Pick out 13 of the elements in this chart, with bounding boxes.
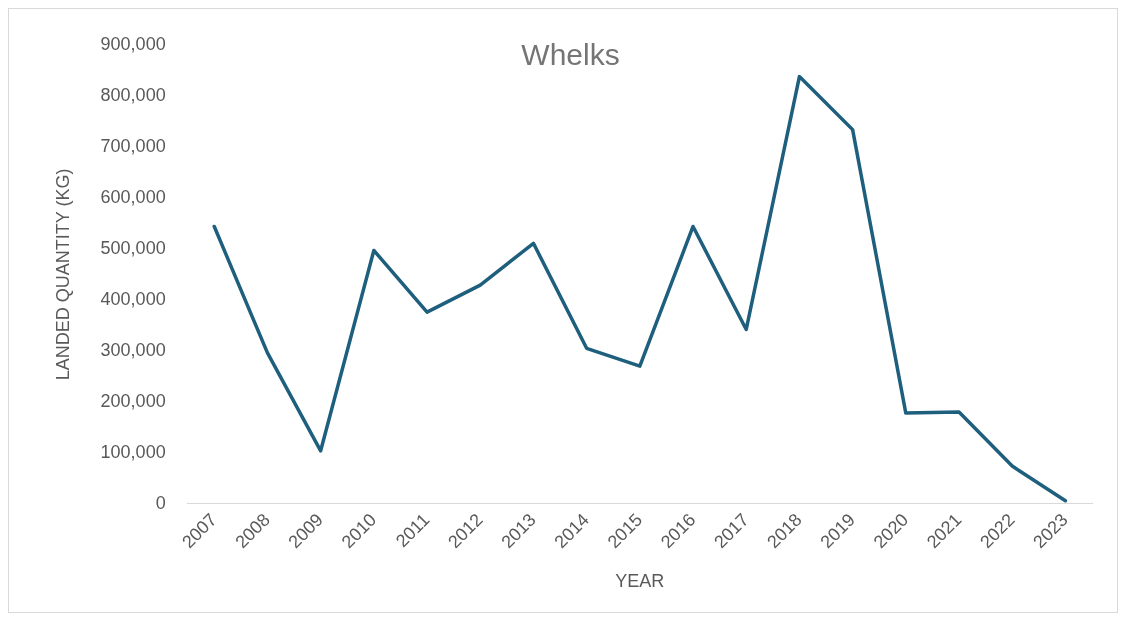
y-tick-label: 800,000 xyxy=(100,84,166,105)
y-tick-label: 100,000 xyxy=(100,441,166,462)
y-tick-label: 200,000 xyxy=(100,390,166,411)
y-tick-label: 0 xyxy=(155,492,166,513)
y-tick-label: 300,000 xyxy=(100,339,166,360)
y-tick-label: 400,000 xyxy=(100,288,166,309)
x-axis-title: YEAR xyxy=(615,571,665,592)
y-tick-label: 500,000 xyxy=(100,237,166,258)
y-tick-label: 600,000 xyxy=(100,186,166,207)
y-tick-label: 900,000 xyxy=(100,33,166,54)
y-axis-title: LANDED QUANTITY (KG) xyxy=(52,168,73,381)
y-tick-label: 700,000 xyxy=(100,135,166,156)
chart-title: Whelks xyxy=(521,38,620,72)
